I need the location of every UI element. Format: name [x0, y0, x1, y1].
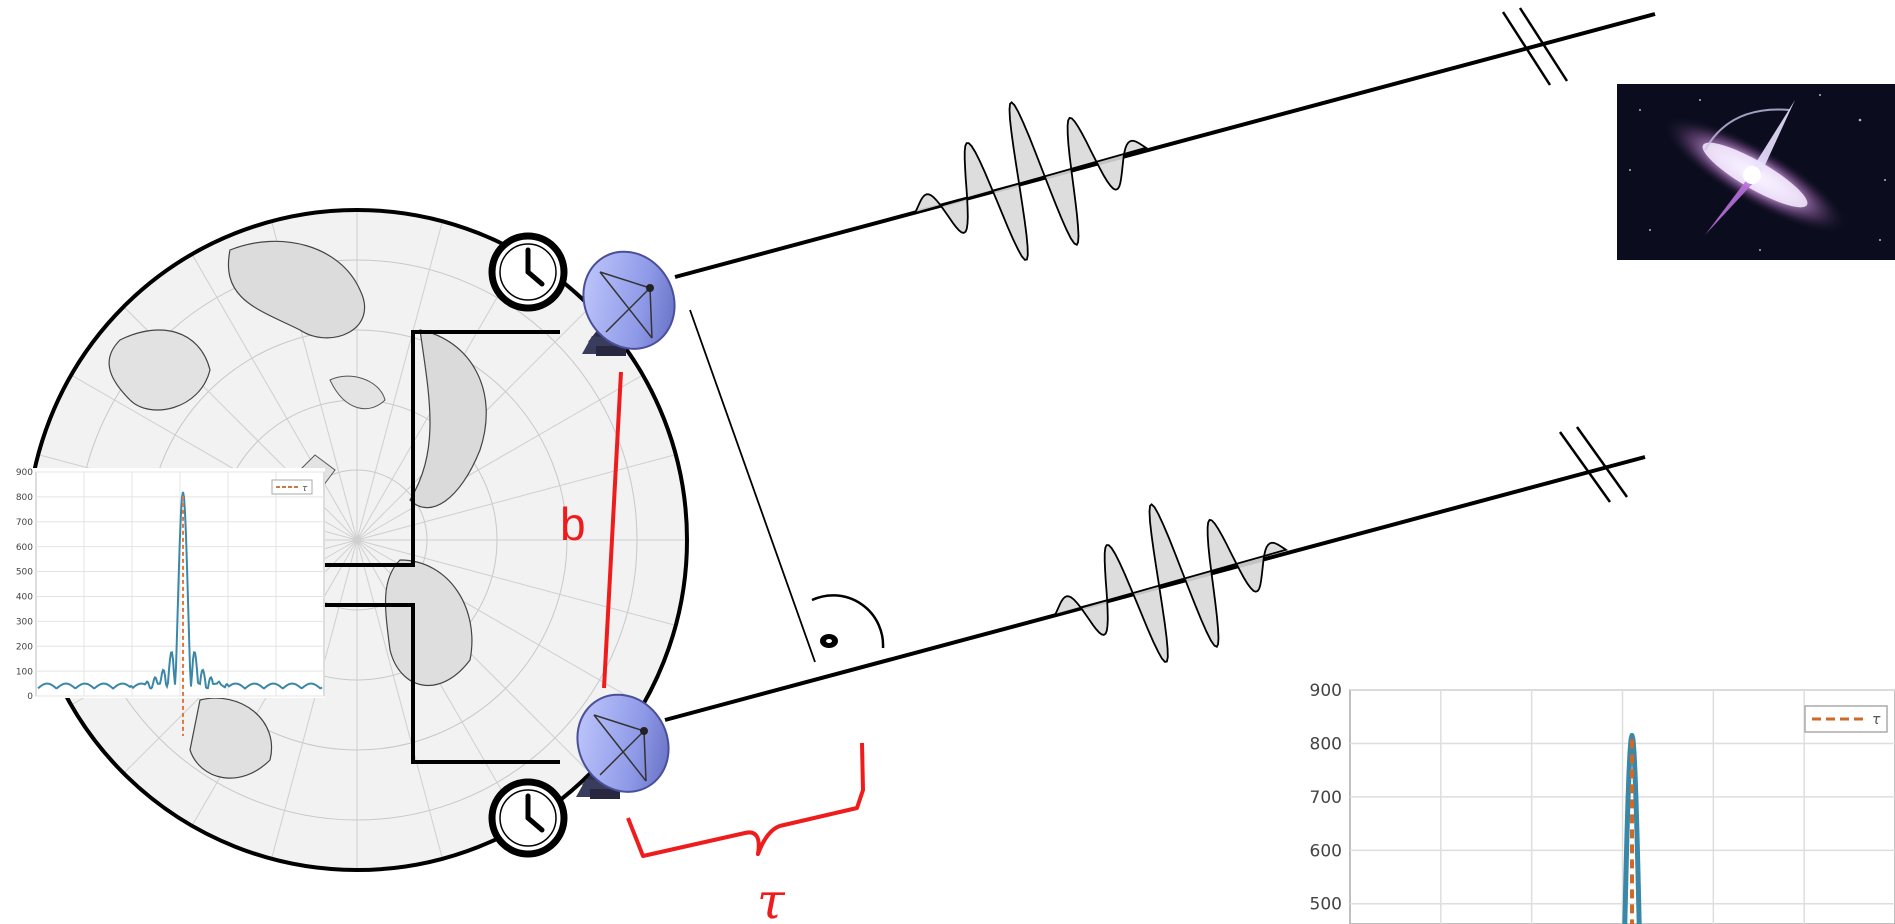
y-tick-label: 800 — [16, 493, 33, 503]
correlation-plot-small: 900 800 700 600 500 400 300 200 100 0 τ — [16, 468, 325, 736]
baseline-line — [602, 371, 623, 689]
y-tick-label: 400 — [16, 593, 33, 603]
wave-packet-upper — [913, 101, 1149, 261]
incoming-ray-upper — [674, 12, 1656, 279]
meridian-line — [356, 374, 644, 541]
y-tick-label: 900 — [16, 468, 33, 478]
delay-label: τ — [757, 872, 786, 924]
y-tick-label: 700 — [1310, 788, 1342, 808]
radio-telescope-icon — [582, 250, 676, 356]
radio-telescope-icon — [576, 693, 670, 799]
signal-connector-upper — [325, 330, 560, 567]
y-tick-label: 900 — [1310, 681, 1342, 701]
y-tick-label: 700 — [16, 518, 33, 528]
plot-legend-small: τ — [271, 479, 313, 495]
y-tick-label: 300 — [16, 617, 33, 627]
clock-icon — [488, 232, 568, 312]
meridian-line — [191, 253, 358, 541]
meridian-line — [356, 221, 443, 541]
y-tick-label: 200 — [16, 642, 33, 652]
y-tick-label: 500 — [16, 568, 33, 578]
meridian-line — [356, 539, 443, 859]
correlation-curve-large — [1622, 732, 1642, 924]
correlation-plot-large: 900 800 700 600 500 τ — [1310, 681, 1895, 924]
meridian-line — [271, 539, 358, 859]
y-tick-label: 0 — [27, 692, 33, 702]
ray-break-mark-lower — [1558, 426, 1629, 503]
y-tick-label: 600 — [1310, 841, 1342, 861]
meridian-line — [356, 539, 676, 626]
delay-bracket — [626, 742, 865, 858]
y-tick-label: 100 — [16, 667, 33, 677]
y-tick-label: 500 — [1310, 895, 1342, 915]
baseline-label: b — [560, 498, 586, 550]
meridian-line — [356, 454, 676, 541]
y-tick-label: 600 — [16, 543, 33, 553]
y-tick-label: 800 — [1310, 734, 1342, 754]
earth-globe — [25, 208, 689, 872]
signal-connector-lower — [325, 603, 560, 764]
wave-packet-lower — [1053, 503, 1289, 663]
ray-break-mark-upper — [1501, 7, 1569, 86]
clock-icon — [488, 778, 568, 858]
legend-label-large: τ — [1872, 712, 1881, 728]
plot-legend-large: τ — [1804, 705, 1888, 733]
legend-label-small: τ — [302, 484, 308, 494]
wavefront-perpendicular — [689, 309, 816, 663]
galaxy-image — [1617, 84, 1895, 260]
correlation-curve-small — [37, 491, 323, 690]
right-angle-icon — [811, 594, 885, 649]
